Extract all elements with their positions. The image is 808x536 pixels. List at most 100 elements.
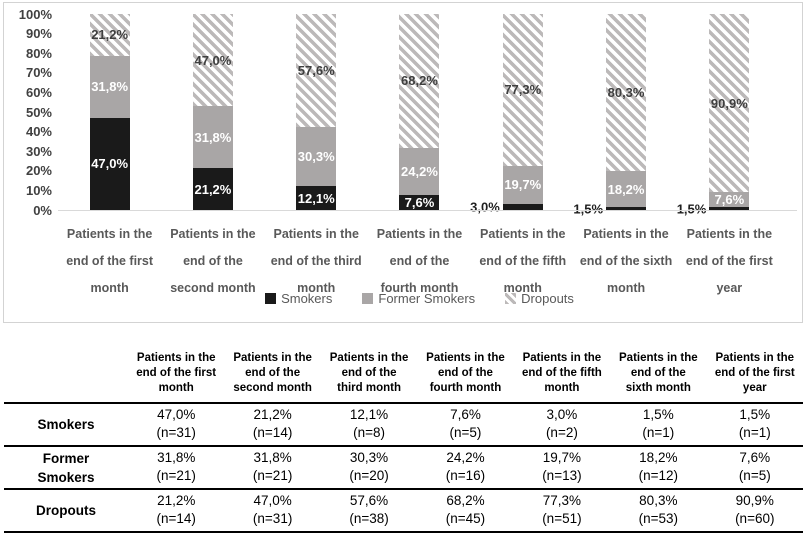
data-label-former: 18,2% xyxy=(607,181,645,197)
y-tick-label: 50% xyxy=(25,104,52,120)
category-label-line: month xyxy=(90,281,129,295)
column-header-line: Patients in the xyxy=(522,352,602,364)
data-label-smokers: 21,2% xyxy=(194,181,232,197)
column-header-line: end of the xyxy=(245,367,301,379)
bar-slot: 90,9% 7,6% 1,5% xyxy=(677,14,781,216)
cell-percent: 77,3% xyxy=(542,493,582,508)
bar-segment-former: 31,8% xyxy=(192,106,233,169)
cell-n: (n=31) xyxy=(156,425,196,440)
column-header-line: end of the xyxy=(438,367,493,379)
column-header-line: Patients in the xyxy=(715,352,795,364)
data-label-former: 31,8% xyxy=(91,79,129,95)
category-label: Patients in the end of the sixth month xyxy=(574,221,677,302)
column-header: Patients in the end of the first year xyxy=(707,351,803,403)
bar-segment-smokers: 7,6% xyxy=(399,195,440,210)
column-header-line: third month xyxy=(337,382,401,394)
bar-segment-dropouts: 21,2% xyxy=(89,14,130,56)
chart-panel: 100% 90% 80% 70% 60% 50% 40% 30% 20% 10% 0% 21,2% 3… xyxy=(3,2,803,323)
cell-n: (n=53) xyxy=(638,511,679,526)
column-header: Patients in the end of the second month xyxy=(224,351,320,403)
cell-percent: 24,2% xyxy=(446,450,485,465)
data-label-dropouts: 90,9% xyxy=(710,95,748,111)
bar-segment-smokers: 12,1% xyxy=(296,186,337,210)
bar-segment-former: 30,3% xyxy=(296,126,337,187)
plot-area: 21,2% 31,8% 47,0% 47,0% 31,8% 21,2% 57,6% 30,3%… xyxy=(58,14,781,216)
row-label: Dropouts xyxy=(4,489,128,532)
y-tick-label: 30% xyxy=(25,143,52,159)
row-label: Smokers xyxy=(4,403,128,446)
stacked-bar: 90,9% 7,6% 1,5% xyxy=(677,14,750,216)
data-label-dropouts: 21,2% xyxy=(91,27,129,43)
category-label-line: end of the xyxy=(183,254,243,268)
bar-segment-smokers: 47,0% xyxy=(89,117,130,210)
table-row: Dropouts 21,2% (n=14) 47,0% (n=31) 57,6% (n=38… xyxy=(4,489,803,532)
data-label-dropouts: 77,3% xyxy=(504,82,542,98)
table-cell: 21,2% (n=14) xyxy=(128,489,224,532)
data-label-dropouts: 80,3% xyxy=(607,85,645,101)
bar-segment-dropouts: 90,9% xyxy=(709,14,750,193)
category-label-line: Patients in the xyxy=(583,227,669,241)
cell-n: (n=5) xyxy=(449,425,482,440)
category-label-line: month xyxy=(297,281,336,295)
category-label-line: Patients in the xyxy=(376,227,463,241)
legend-swatch-former-icon xyxy=(362,293,374,304)
table-cell: 12,1% (n=8) xyxy=(321,403,417,446)
table-row: Former Smokers 31,8% (n=21) 31,8% (n=21) 30,3… xyxy=(4,446,803,489)
data-label-smokers: 1,5% xyxy=(573,201,604,217)
data-label-dropouts: 47,0% xyxy=(194,52,232,68)
table-cell: 1,5% (n=1) xyxy=(707,403,803,446)
data-label-former: 7,6% xyxy=(714,192,745,208)
data-label-dropouts: 68,2% xyxy=(401,73,438,89)
data-label-dropouts: 57,6% xyxy=(297,62,335,78)
column-header-line: Patients in the xyxy=(233,352,312,364)
cell-percent: 21,2% xyxy=(253,407,292,422)
data-label-former: 31,8% xyxy=(194,129,232,145)
column-header: Patients in the end of the fourth month xyxy=(417,351,513,403)
category-label: Patients in the end of the first month xyxy=(58,221,161,302)
category-label: Patients in the end of the fifth month xyxy=(471,221,574,302)
category-label-line: end of the first xyxy=(685,254,773,268)
table-cell: 7,6% (n=5) xyxy=(707,446,803,489)
category-label-line: end of the xyxy=(389,254,450,268)
data-label-former: 19,7% xyxy=(504,177,542,193)
cell-n: (n=51) xyxy=(542,511,582,526)
bar-segment-dropouts: 57,6% xyxy=(296,14,337,127)
bar-segment-dropouts: 47,0% xyxy=(192,14,233,107)
column-header-line: month xyxy=(544,382,580,394)
column-header: Patients in the end of the third month xyxy=(321,351,417,403)
column-header-line: end of the xyxy=(341,367,397,379)
category-label-line: end of the sixth xyxy=(579,254,673,268)
category-label-line: month xyxy=(606,281,646,295)
table-cell: 19,7% (n=13) xyxy=(514,446,610,489)
y-tick-label: 70% xyxy=(25,65,52,81)
cell-percent: 80,3% xyxy=(639,493,678,508)
cell-n: (n=2) xyxy=(545,425,578,440)
cell-n: (n=45) xyxy=(445,511,486,526)
column-header-line: end of the first xyxy=(714,367,795,379)
legend-item-former: Former Smokers xyxy=(362,291,475,306)
bar-segment-smokers: 21,2% xyxy=(192,168,233,210)
column-header-line: end of the xyxy=(630,367,686,379)
column-header-line: year xyxy=(742,382,767,394)
cell-percent: 12,1% xyxy=(349,407,389,422)
bar-segment-dropouts: 77,3% xyxy=(502,14,543,166)
cell-percent: 7,6% xyxy=(450,407,481,422)
cell-percent: 68,2% xyxy=(446,493,485,508)
cell-percent: 30,3% xyxy=(349,450,389,465)
table-body: Smokers 47,0% (n=31) 21,2% (n=14) 12,1% (n=8) 7… xyxy=(4,403,803,532)
legend-item-smokers: Smokers xyxy=(265,291,332,306)
cell-n: (n=1) xyxy=(642,425,675,440)
cell-percent: 18,2% xyxy=(639,450,678,465)
category-label: Patients in the end of the fourth month xyxy=(368,221,471,302)
cell-n: (n=21) xyxy=(156,468,196,483)
category-label-line: second month xyxy=(170,281,256,295)
bar-segment-smokers: 1,5% xyxy=(677,201,750,216)
table-cell: 47,0% (n=31) xyxy=(128,403,224,446)
cell-n: (n=5) xyxy=(738,468,771,483)
y-tick-label: 40% xyxy=(25,124,52,140)
bar-slot: 21,2% 31,8% 47,0% xyxy=(58,14,161,210)
data-label-smokers: 1,5% xyxy=(676,201,707,217)
table-cell: 68,2% (n=45) xyxy=(417,489,513,532)
bar-segment-former: 18,2% xyxy=(606,171,647,208)
stacked-bar: 57,6% 30,3% 12,1% xyxy=(296,14,337,210)
